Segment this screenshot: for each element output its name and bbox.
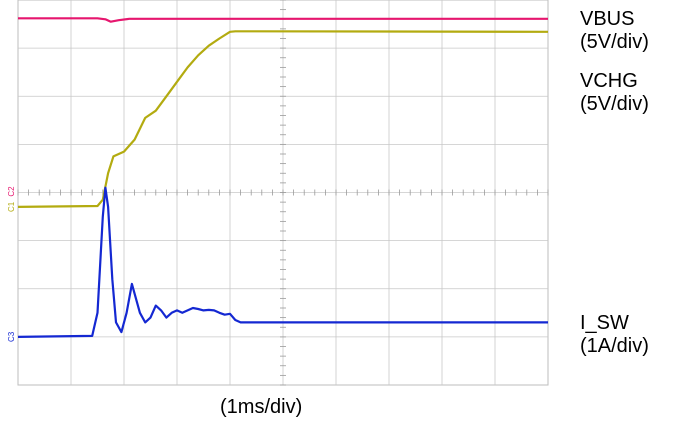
trace-i_sw [17, 186, 548, 338]
vbus-label: VBUS (5V/div) [580, 8, 649, 54]
traces [17, 17, 549, 338]
vbus-name: VBUS [580, 8, 635, 30]
vchg-scale: (5V/div) [580, 93, 649, 115]
isw-label: I_SW (1A/div) [580, 312, 649, 358]
trace-vbus [18, 17, 548, 23]
isw-name: I_SW [580, 312, 629, 334]
trace-vchg [17, 30, 549, 208]
x-axis-label: (1ms/div) [220, 396, 303, 418]
vbus-scale: (5V/div) [580, 31, 649, 53]
channel-marker-c2: C2 [7, 186, 16, 197]
vchg-label: VCHG (5V/div) [580, 70, 649, 116]
vchg-name: VCHG [580, 70, 638, 92]
channel-markers: C2 C1 C3 [7, 186, 16, 342]
grid [17, 0, 549, 386]
isw-scale: (1A/div) [580, 335, 649, 357]
channel-marker-c1: C1 [7, 201, 16, 212]
channel-marker-c3: C3 [7, 331, 16, 342]
